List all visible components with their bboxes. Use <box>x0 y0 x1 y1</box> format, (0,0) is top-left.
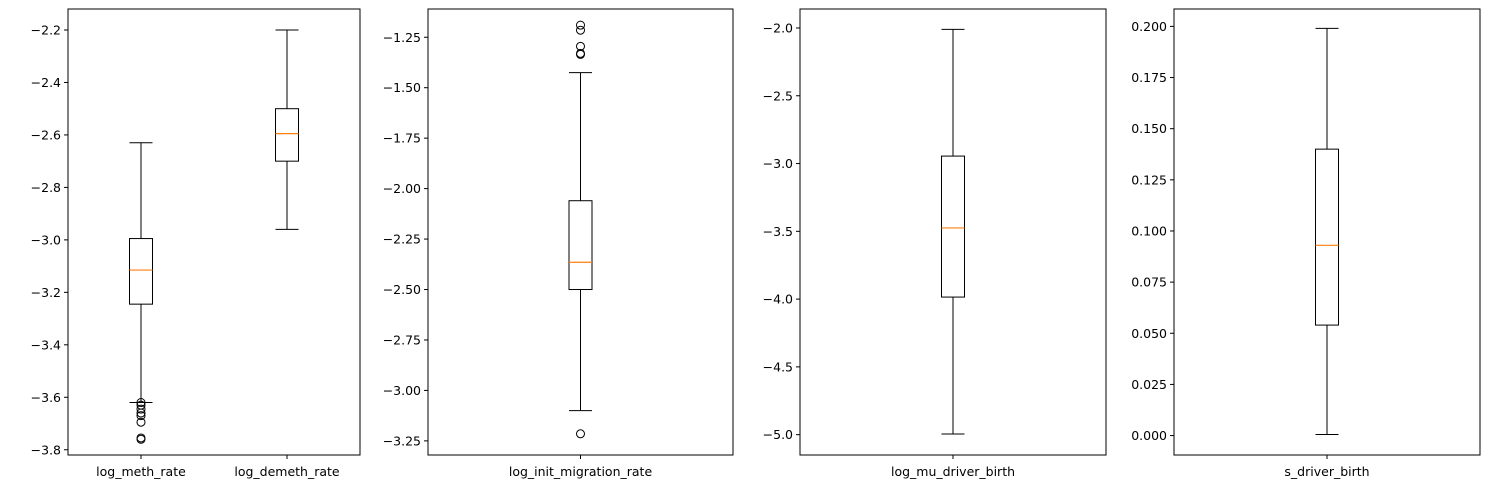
y-tick-label: −3.6 <box>31 390 61 405</box>
x-tick-label: log_init_migration_rate <box>509 464 653 479</box>
y-tick-label: −2.6 <box>31 127 61 142</box>
y-tick-label: −2.25 <box>383 232 421 247</box>
x-tick-label: log_mu_driver_birth <box>891 464 1015 479</box>
iqr-box <box>1315 148 1339 326</box>
y-tick-label: 0.100 <box>1131 223 1167 238</box>
y-tick-label: −1.75 <box>383 131 421 146</box>
y-tick-label: −3.2 <box>31 285 61 300</box>
y-tick-label: 0.125 <box>1131 172 1167 187</box>
y-tick-label: 0.075 <box>1131 275 1167 290</box>
iqr-box <box>568 200 593 291</box>
outlier-point <box>576 25 585 35</box>
iqr-box <box>275 108 299 162</box>
y-tick-label: −2.75 <box>383 332 421 347</box>
y-tick-label: −5.0 <box>763 427 793 442</box>
box-series-1 <box>568 20 593 439</box>
panels: −3.8 −3.6 −3.4 −3.2 −3.0 −2.8 −2.6 −2.4 −2.2 log_… <box>31 8 1481 479</box>
outlier-point <box>136 434 146 444</box>
outlier-point <box>576 48 585 58</box>
y-tick-label: 0.000 <box>1131 428 1167 443</box>
iqr-box <box>941 155 965 298</box>
box-series-1 <box>1315 27 1339 436</box>
outlier-point <box>576 41 585 51</box>
y-tick-label: −3.5 <box>763 224 793 239</box>
x-tick-label: s_driver_birth <box>1284 464 1369 479</box>
y-tick-label: −3.00 <box>383 383 421 398</box>
outlier-point <box>576 20 585 30</box>
y-tick-label: −1.25 <box>383 30 421 45</box>
outlier-point <box>136 417 146 427</box>
y-tick-label: −3.4 <box>31 337 61 352</box>
chart-panel-2: −3.25 −3.00 −2.75 −2.50 −2.25 −2.00 −1.75 −1.50… <box>383 8 734 479</box>
outlier-point <box>136 411 146 421</box>
outlier-point <box>136 404 146 414</box>
y-tick-label: −1.50 <box>383 80 421 95</box>
y-tick-label: −3.25 <box>383 433 421 448</box>
chart-panel-4: 0.000 0.025 0.050 0.075 0.100 0.125 0.150 0.175… <box>1131 8 1481 479</box>
y-tick-label: 0.025 <box>1131 377 1167 392</box>
y-tick-label: 0.200 <box>1131 19 1167 34</box>
chart-panel-3: −5.0 −4.5 −4.0 −3.5 −3.0 −2.5 −2.0 log_mu_drive… <box>763 8 1107 479</box>
box-series-1 <box>129 142 153 444</box>
iqr-box <box>129 238 153 305</box>
y-tick-label: −2.00 <box>383 181 421 196</box>
y-tick-label: −2.0 <box>763 20 793 35</box>
y-tick-label: −2.8 <box>31 180 61 195</box>
y-tick-label: −3.0 <box>763 156 793 171</box>
outlier-point <box>576 429 585 439</box>
x-tick-label: log_meth_rate <box>96 464 186 479</box>
y-tick-label: −2.5 <box>763 88 793 103</box>
y-tick-label: −2.50 <box>383 282 421 297</box>
box-series-1 <box>941 28 965 435</box>
y-tick-label: −3.8 <box>31 442 61 457</box>
y-tick-label: 0.050 <box>1131 326 1167 341</box>
x-tick-label: log_demeth_rate <box>234 464 340 479</box>
y-tick-label: 0.175 <box>1131 70 1167 85</box>
y-tick-label: −3.0 <box>31 232 61 247</box>
y-tick-label: −4.0 <box>763 292 793 307</box>
chart-panel-1: −3.8 −3.6 −3.4 −3.2 −3.0 −2.8 −2.6 −2.4 −2.2 log_… <box>31 8 361 479</box>
y-tick-label: −2.2 <box>31 22 61 37</box>
outlier-point <box>136 408 146 418</box>
outlier-point <box>136 398 146 408</box>
axes-frame <box>67 8 361 456</box>
y-tick-label: −4.5 <box>763 359 793 374</box>
y-tick-label: 0.150 <box>1131 121 1167 136</box>
y-tick-label: −2.4 <box>31 75 61 90</box>
box-series-2 <box>275 29 299 230</box>
